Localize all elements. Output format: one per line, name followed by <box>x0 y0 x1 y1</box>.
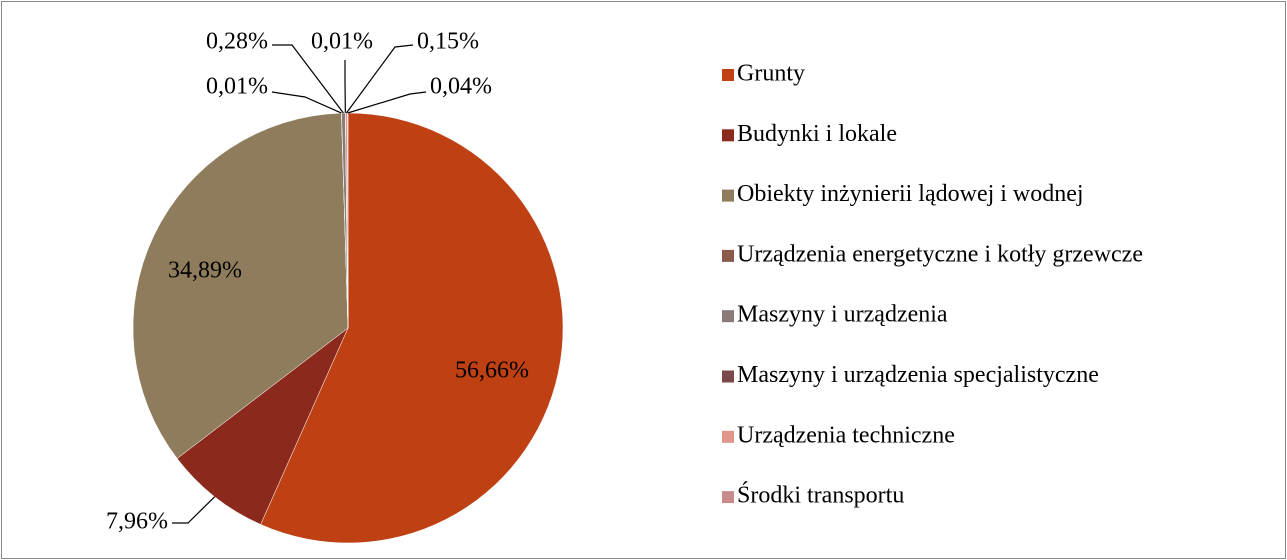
legend-swatch <box>722 370 734 383</box>
leader-line <box>345 44 414 114</box>
legend-label: Urządzenia techniczne <box>737 422 955 448</box>
legend-label: Maszyny i urządzenia <box>737 302 948 328</box>
legend-swatch <box>722 129 734 142</box>
pie-slice <box>260 112 564 544</box>
legend-swatch <box>722 249 734 262</box>
data-label: 7,96% <box>106 509 168 535</box>
leader-line <box>272 44 344 114</box>
leader-line <box>172 496 216 524</box>
data-label: 0,04% <box>430 74 492 100</box>
legend-label: Maszyny i urządzenia specjalistyczne <box>737 362 1099 388</box>
legend-label: Budynki i lokale <box>737 121 897 147</box>
data-label: 0,15% <box>417 29 479 55</box>
legend-swatch <box>722 310 734 323</box>
legend-label: Grunty <box>737 61 805 87</box>
legend-label: Środki transportu <box>737 482 904 509</box>
leader-line <box>271 91 342 114</box>
data-label: 34,89% <box>168 258 242 284</box>
legend-swatch <box>722 189 734 202</box>
data-label: 0,01% <box>311 29 373 55</box>
legend-swatch <box>722 491 734 504</box>
legend-label: Obiekty inżynierii lądowej i wodnej <box>737 181 1084 207</box>
pie-slice <box>176 327 349 525</box>
legend-swatch <box>722 430 734 443</box>
legend-swatch <box>722 69 734 81</box>
data-label: 56,66% <box>455 358 529 384</box>
legend-label: Urządzenia energetyczne i kotły grzewcze <box>737 241 1143 267</box>
data-label: 0,01% <box>206 74 268 100</box>
pie-slice <box>132 112 349 459</box>
leader-line <box>347 91 427 114</box>
data-label: 0,28% <box>206 29 268 55</box>
